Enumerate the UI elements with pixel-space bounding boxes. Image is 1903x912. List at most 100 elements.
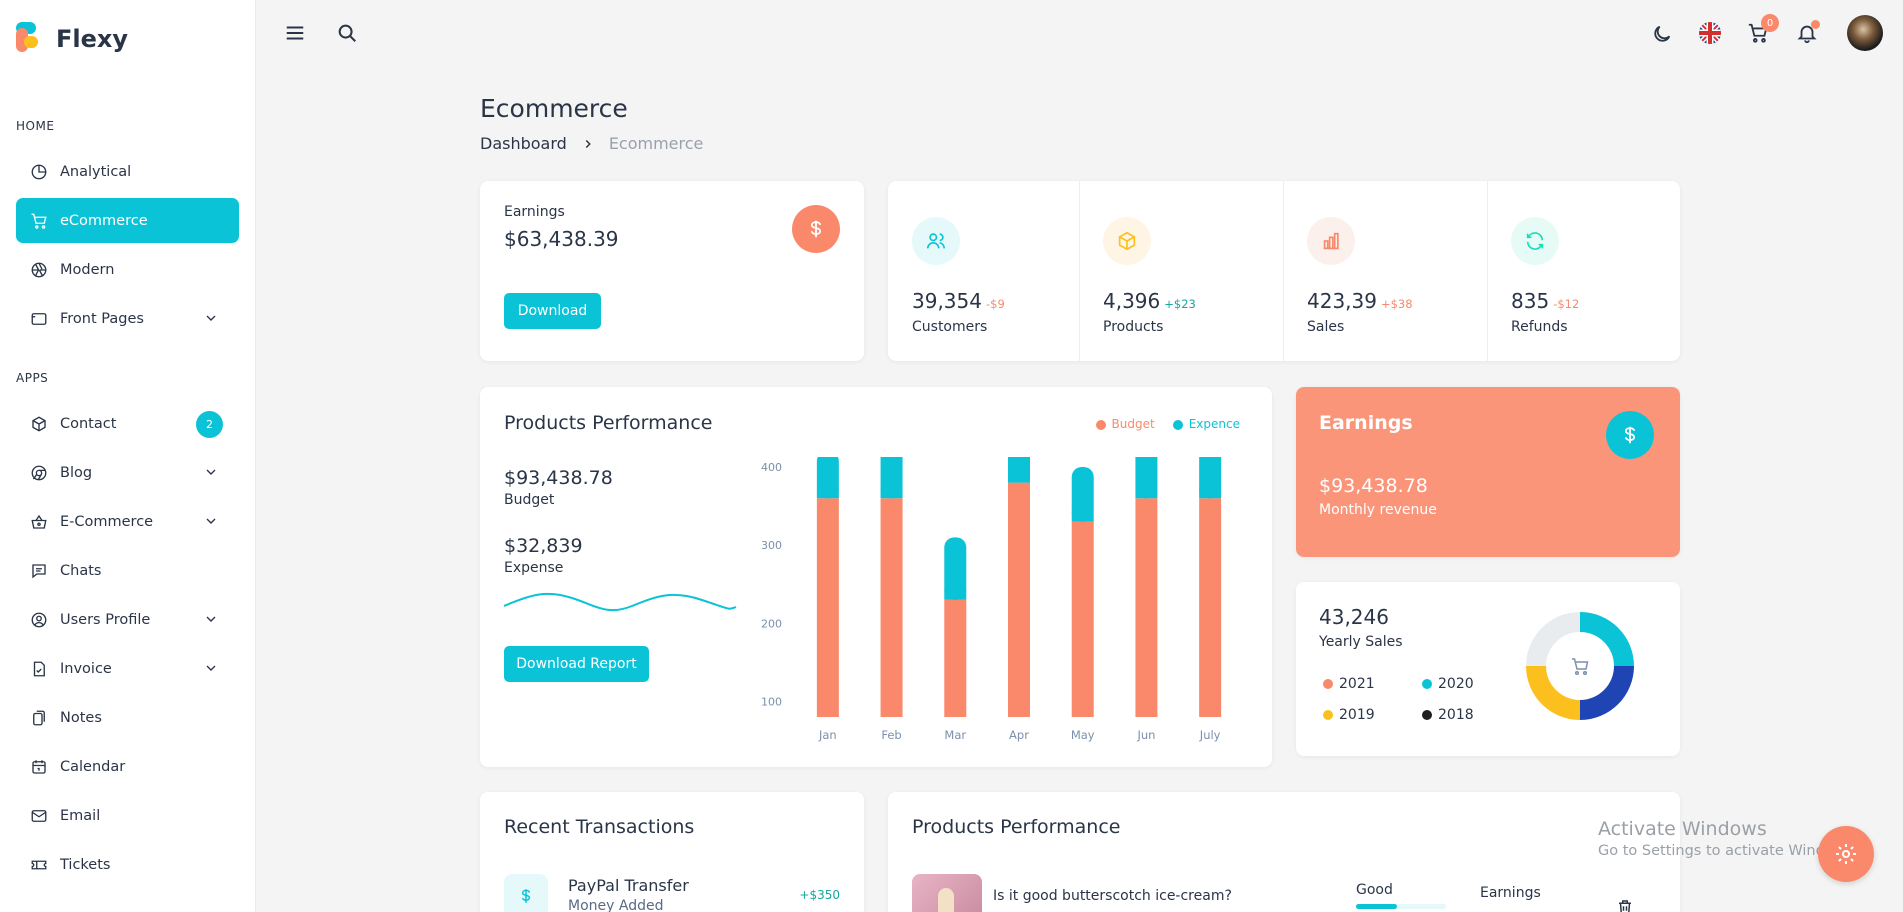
sidebar-item-notes[interactable]: Notes <box>16 695 239 740</box>
card-title: Products Performance <box>912 816 1121 838</box>
bar-expence-jan <box>816 457 839 499</box>
aperture-icon <box>28 259 50 281</box>
product-progress-fill <box>1356 904 1397 909</box>
sidebar-item-tickets[interactable]: Tickets <box>16 842 239 887</box>
package-icon <box>1103 217 1151 265</box>
x-tick-label: Mar <box>944 728 966 742</box>
topbar: 0 <box>256 0 1903 66</box>
bar-segment-join <box>880 488 903 499</box>
menu-icon[interactable] <box>282 20 308 46</box>
y-tick-label: 100 <box>761 695 782 708</box>
x-tick-label: July <box>1199 728 1221 742</box>
stat-value: 835 <box>1511 289 1550 313</box>
expense-label: Expense <box>504 560 564 576</box>
sidebar-item-chats[interactable]: Chats <box>16 548 239 593</box>
nav-section-home: HOME <box>16 119 55 133</box>
donut-slice <box>1580 666 1634 720</box>
uk-flag-icon[interactable] <box>1697 20 1723 46</box>
stat-products: 4,396 +$23 Products <box>1079 181 1283 361</box>
transaction-amount: +$350 <box>799 888 840 902</box>
sidebar-item-label: Chats <box>60 562 102 579</box>
sidebar-item-label: E-Commerce <box>60 513 154 530</box>
stat-delta: -$12 <box>1553 297 1580 311</box>
chevron-right-icon <box>585 139 591 148</box>
sidebar-item-label: Analytical <box>60 163 132 180</box>
sidebar-item-e-commerce[interactable]: E-Commerce <box>16 499 239 544</box>
sidebar-item-label: Users Profile <box>60 611 151 628</box>
sidebar-item-label: Notes <box>60 709 102 726</box>
ticket-icon <box>28 854 50 876</box>
bell-icon[interactable] <box>1794 20 1820 46</box>
sidebar-item-analytical[interactable]: Analytical <box>16 149 239 194</box>
sidebar-item-front-pages[interactable]: Front Pages <box>16 296 239 341</box>
bar-budget-may <box>1071 521 1094 717</box>
banner-value: $93,438.78 <box>1319 475 1428 497</box>
stat-value: 4,396 <box>1103 289 1161 313</box>
app-logo[interactable]: Flexy <box>16 22 128 56</box>
stat-label: Products <box>1103 319 1164 335</box>
sidebar-item-ecommerce[interactable]: eCommerce <box>16 198 239 243</box>
donut-slice <box>1526 612 1580 666</box>
card-title: Recent Transactions <box>504 816 695 838</box>
sidebar-item-invoice[interactable]: Invoice <box>16 646 239 691</box>
trash-icon[interactable] <box>1616 898 1634 912</box>
sidebar-item-modern[interactable]: Modern <box>16 247 239 292</box>
legend-2018: 2018 <box>1422 707 1474 723</box>
yearly-sales-value: 43,246 <box>1319 605 1389 629</box>
stat-value: 423,39 <box>1307 289 1377 313</box>
stat-divider <box>1487 181 1488 361</box>
stat-label: Sales <box>1307 319 1345 335</box>
chevron-down-icon <box>206 665 216 671</box>
sidebar: Flexy HOME Analytical eCommerce Modern F… <box>0 0 256 912</box>
chevron-down-icon <box>206 616 216 622</box>
search-icon[interactable] <box>334 20 360 46</box>
sidebar-item-users-profile[interactable]: Users Profile <box>16 597 239 642</box>
breadcrumb-current: Ecommerce <box>608 134 704 153</box>
sidebar-item-label: Front Pages <box>60 310 144 327</box>
legend-2019: 2019 <box>1323 707 1375 723</box>
expense-sparkline <box>503 592 737 612</box>
windows-watermark-subtitle: Go to Settings to activate Windows. <box>1598 843 1858 859</box>
budget-value: $93,438.78 <box>504 467 613 489</box>
products-table-card: Products Performance Is it good buttersc… <box>888 792 1680 912</box>
download-report-button[interactable]: Download Report <box>504 646 649 682</box>
sidebar-item-label: Blog <box>60 464 93 481</box>
chevron-down-icon <box>206 518 216 524</box>
bar-expence-mar <box>944 537 967 600</box>
earnings-label: Earnings <box>504 204 565 220</box>
cart-icon[interactable]: 0 <box>1745 14 1779 46</box>
cart-icon <box>28 210 50 232</box>
page-title: Ecommerce <box>480 94 628 123</box>
sidebar-item-label: Email <box>60 807 101 824</box>
moon-icon[interactable] <box>1649 21 1675 47</box>
bar-budget-apr <box>1008 482 1030 717</box>
bar-budget-jun <box>1135 498 1158 717</box>
sidebar-item-contact[interactable]: Contact 2 <box>16 401 239 446</box>
stat-label: Refunds <box>1511 319 1568 335</box>
notification-dot <box>1811 20 1820 29</box>
legend-expense: Expence <box>1172 417 1240 431</box>
earnings-column: Earnings <box>1480 885 1541 901</box>
breadcrumb: Dashboard Ecommerce <box>480 134 703 153</box>
nav-section-apps: APPS <box>16 371 49 385</box>
product-thumbnail <box>912 874 982 912</box>
donut-slice <box>1580 612 1634 666</box>
download-button[interactable]: Download <box>504 293 601 329</box>
chevron-down-icon <box>206 315 216 321</box>
sidebar-item-label: Contact <box>60 415 117 432</box>
avatar[interactable] <box>1847 15 1883 51</box>
settings-button[interactable] <box>1818 826 1874 882</box>
banner-title: Earnings <box>1319 412 1413 434</box>
cart-count-badge: 0 <box>1761 14 1779 32</box>
sidebar-item-calendar[interactable]: Calendar <box>16 744 239 789</box>
sidebar-item-blog[interactable]: Blog <box>16 450 239 495</box>
stat-divider <box>1079 181 1080 361</box>
notes-icon <box>28 707 50 729</box>
sidebar-item-email[interactable]: Email <box>16 793 239 838</box>
donut-slice <box>1526 666 1580 720</box>
y-tick-label: 400 <box>761 461 782 474</box>
bar-segment-join <box>1008 472 1030 483</box>
stat-refunds: 835 -$12 Refunds <box>1487 181 1680 361</box>
message-icon <box>28 560 50 582</box>
breadcrumb-dashboard[interactable]: Dashboard <box>480 134 567 153</box>
